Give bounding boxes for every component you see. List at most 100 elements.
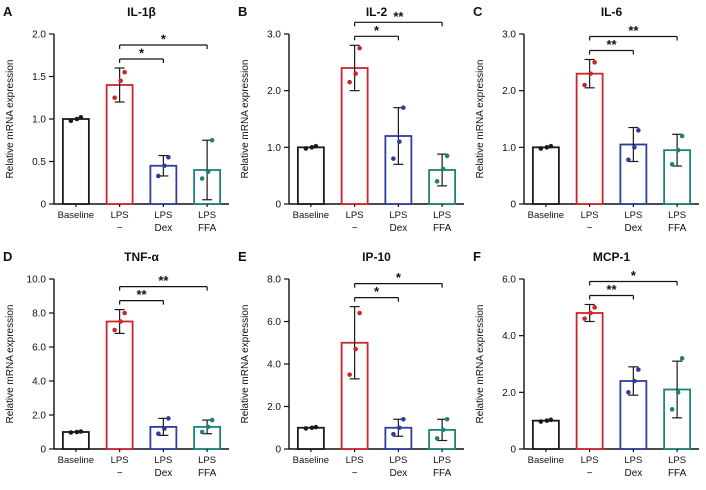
- data-point: [544, 145, 550, 150]
- bar: [296, 426, 325, 450]
- sig-stars: **: [606, 37, 617, 52]
- data-point: [309, 145, 315, 150]
- x-sub-label: −: [587, 468, 593, 479]
- y-tick-label: 3.0: [502, 30, 516, 41]
- data-point: [347, 372, 352, 377]
- data-point: [538, 146, 544, 151]
- data-point: [636, 367, 641, 372]
- x-sub-label: Dex: [154, 223, 172, 234]
- data-point: [353, 71, 358, 76]
- y-tick-label: 0: [275, 200, 281, 211]
- bar: [296, 146, 325, 205]
- panel-c: C IL-6 Relative mRNA expression 0 1.0 2.0 3.0 B…: [470, 0, 705, 245]
- sig-stars: **: [158, 273, 169, 288]
- x-sub-label: −: [117, 468, 123, 479]
- chart-title: IL-2: [366, 5, 388, 19]
- data-point: [162, 426, 167, 431]
- data-point: [538, 419, 544, 424]
- data-point: [118, 319, 123, 324]
- data-point: [669, 407, 675, 412]
- x-tick-label: Baseline: [528, 455, 564, 466]
- x-sub-label: −: [587, 223, 593, 234]
- y-tick-label: 6.0: [502, 275, 516, 286]
- data-point: [679, 133, 685, 139]
- data-point: [632, 145, 637, 150]
- data-point: [582, 316, 587, 321]
- x-tick-label: LPS: [346, 210, 364, 221]
- data-point: [401, 416, 406, 422]
- panel-letter: C: [473, 4, 483, 19]
- x-tick-label: LPS: [668, 455, 686, 466]
- data-point: [347, 79, 352, 85]
- x-sub-label: Dex: [154, 468, 172, 479]
- y-tick-label: 1.0: [267, 143, 281, 154]
- x-tick-label: LPS: [433, 210, 451, 221]
- x-tick-label: LPS: [389, 210, 407, 221]
- y-tick-label: 2.0: [32, 411, 46, 422]
- data-point: [675, 147, 681, 153]
- data-point: [588, 310, 593, 316]
- data-point: [679, 356, 685, 361]
- y-axis-label: Relative mRNA expression: [475, 305, 486, 424]
- data-point: [205, 169, 211, 174]
- bar: [575, 312, 604, 450]
- x-sub-label: Dex: [389, 468, 407, 479]
- data-point: [626, 390, 631, 395]
- data-point: [636, 128, 641, 133]
- data-point: [78, 115, 84, 120]
- x-sub-label: Dex: [624, 223, 642, 234]
- data-point: [434, 436, 440, 441]
- sig-stars: *: [161, 32, 167, 47]
- data-point: [303, 146, 309, 151]
- y-axis-label: Relative mRNA expression: [240, 305, 251, 424]
- panel-letter: A: [3, 4, 13, 19]
- panel-a: A IL-1β Relative mRNA expression 0 0.5 1.0 1.5…: [0, 0, 235, 245]
- y-tick-label: 2.0: [267, 402, 281, 413]
- x-sub-label: −: [352, 468, 358, 479]
- x-tick-label: LPS: [668, 210, 686, 221]
- y-tick-label: 0: [510, 200, 516, 211]
- data-point: [199, 176, 205, 181]
- data-point: [68, 430, 74, 435]
- data-point: [162, 163, 167, 169]
- bar: [61, 118, 90, 205]
- sig-stars: *: [396, 270, 402, 285]
- x-tick-label: Baseline: [58, 455, 94, 466]
- y-axis-label: Relative mRNA expression: [5, 60, 16, 179]
- data-point: [357, 310, 362, 316]
- x-tick-label: LPS: [581, 210, 599, 221]
- x-tick-label: LPS: [198, 455, 216, 466]
- x-sub-label: Dex: [624, 468, 642, 479]
- data-point: [313, 143, 319, 149]
- x-tick-label: LPS: [154, 210, 172, 221]
- panel-c-chart: C IL-6 Relative mRNA expression 0 1.0 2.0 3.0 B…: [473, 4, 699, 234]
- data-point: [444, 416, 450, 422]
- data-point: [122, 310, 127, 316]
- sig-stars: **: [393, 9, 404, 24]
- data-point: [112, 95, 117, 101]
- x-tick-label: LPS: [154, 455, 172, 466]
- x-sub-label: FFA: [433, 468, 452, 479]
- data-point: [401, 105, 406, 110]
- data-point: [309, 425, 315, 431]
- data-point: [588, 71, 593, 76]
- y-tick-label: 0: [510, 445, 516, 456]
- data-point: [166, 416, 171, 421]
- data-point: [391, 431, 396, 437]
- panel-e-chart: E IP-10 Relative mRNA expression 0 2.0 4.0 6.0…: [238, 249, 464, 479]
- y-tick-label: 2.0: [32, 30, 46, 41]
- data-point: [632, 378, 637, 384]
- y-tick-label: 2.0: [267, 86, 281, 97]
- panel-b: B IL-2 Relative mRNA expression 0 1.0 2.0 3.0 B…: [235, 0, 470, 245]
- x-sub-label: FFA: [668, 223, 687, 234]
- data-point: [582, 82, 587, 88]
- y-tick-label: 6.0: [267, 317, 281, 328]
- bar: [105, 320, 134, 450]
- bar: [531, 419, 560, 450]
- y-tick-label: 0: [40, 445, 46, 456]
- data-point: [205, 424, 211, 430]
- data-point: [313, 424, 319, 430]
- data-point: [626, 157, 631, 163]
- y-tick-label: 1.5: [32, 72, 46, 83]
